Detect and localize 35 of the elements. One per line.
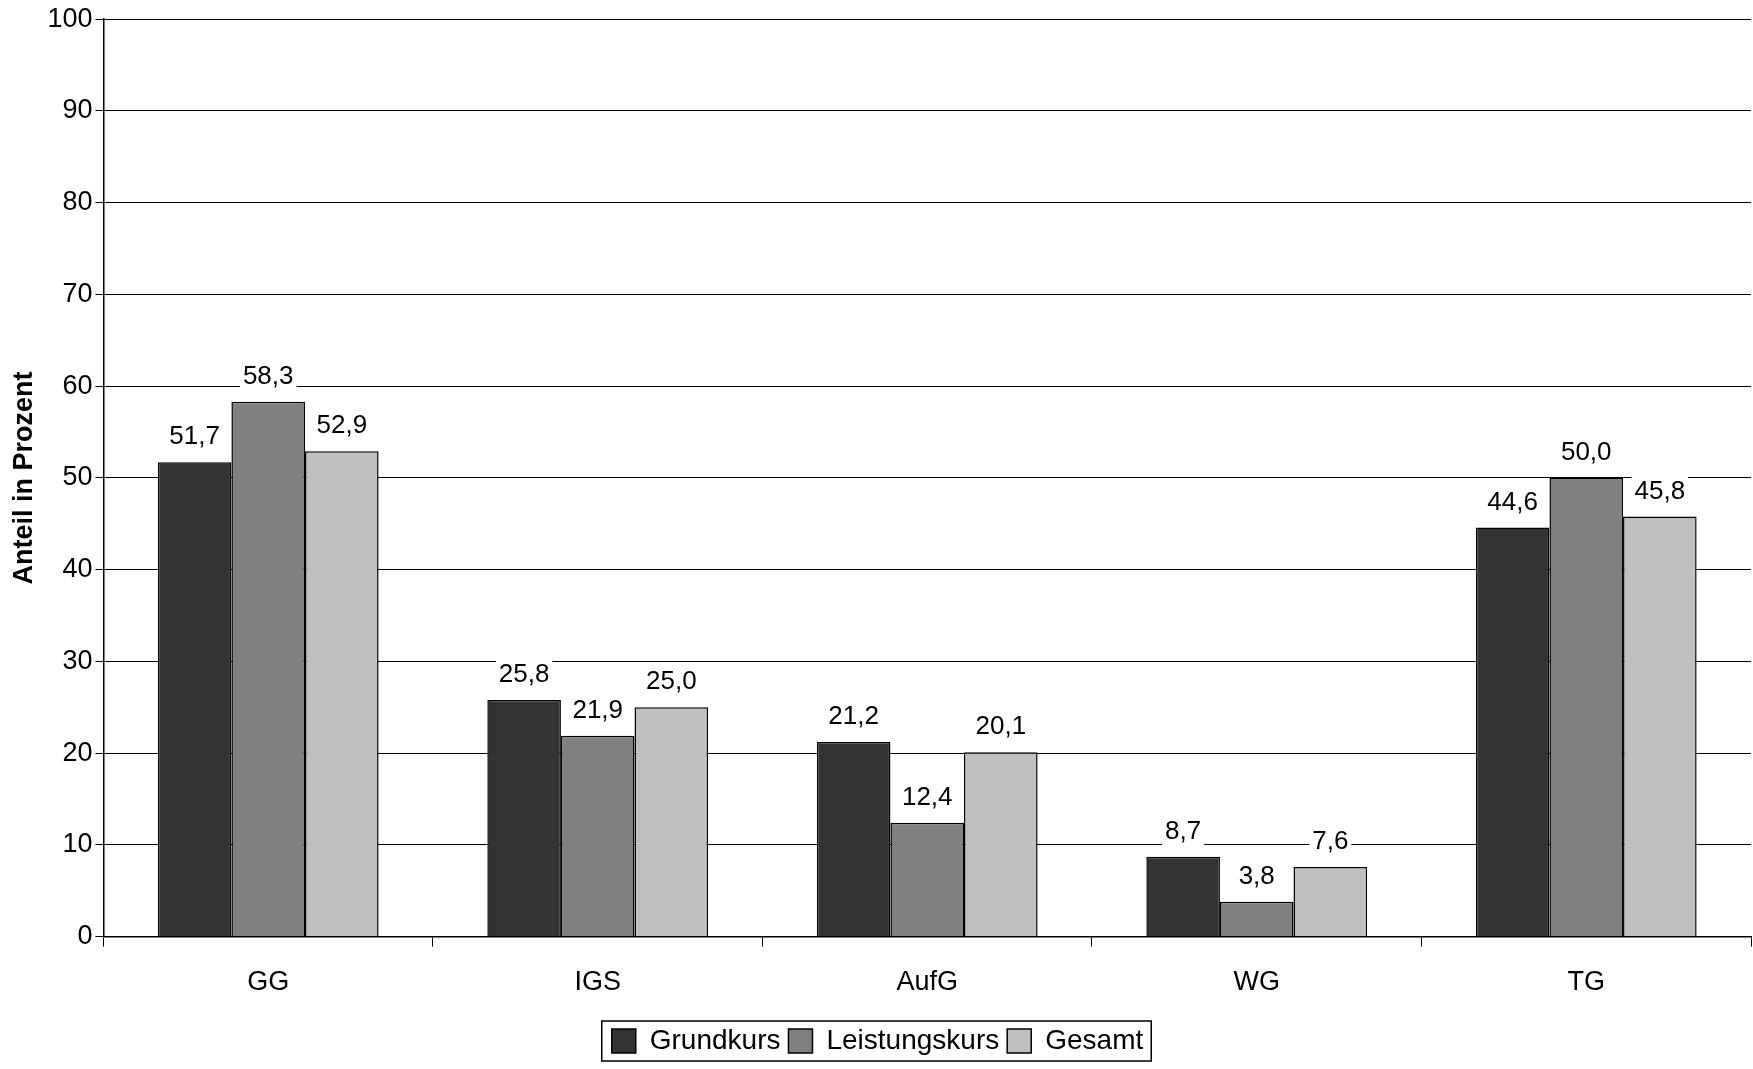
y-tick-label: 50 xyxy=(62,461,93,492)
y-tick-label: 0 xyxy=(77,920,93,951)
data-label: 50,0 xyxy=(1560,436,1612,467)
data-label: 44,6 xyxy=(1487,485,1538,516)
x-tick-label: AufG xyxy=(896,966,958,997)
data-label: 21,9 xyxy=(572,693,624,724)
y-tick-label: 20 xyxy=(62,736,93,767)
data-label: 21,2 xyxy=(828,700,879,731)
data-label: 3,8 xyxy=(1238,859,1275,890)
y-tick-label: 30 xyxy=(62,644,93,675)
y-tick-label: 10 xyxy=(62,828,93,859)
y-tick-label: 100 xyxy=(47,2,93,33)
data-label: 20,1 xyxy=(975,710,1027,741)
data-label: 8,7 xyxy=(1165,814,1202,845)
data-label: 45,8 xyxy=(1634,474,1686,505)
legend-label: Gesamt xyxy=(1045,1023,1144,1055)
y-tick-label: 90 xyxy=(62,94,93,125)
y-tick-label: 80 xyxy=(62,186,93,217)
x-tick-label: IGS xyxy=(574,966,621,997)
data-label: 52,9 xyxy=(316,409,368,440)
data-label: 7,6 xyxy=(1312,825,1349,856)
y-tick-label: 60 xyxy=(62,369,93,400)
data-label: 58,3 xyxy=(242,359,294,390)
y-tick-label: 70 xyxy=(62,277,93,308)
data-label: 51,7 xyxy=(169,420,220,451)
y-tick-label: 40 xyxy=(62,553,93,584)
data-label: 25,0 xyxy=(646,665,697,696)
x-tick-label: GG xyxy=(247,966,290,997)
legend-label: Leistungskurs xyxy=(826,1023,1000,1055)
data-label: 12,4 xyxy=(901,781,953,812)
x-tick-label: WG xyxy=(1233,966,1280,997)
x-tick-label: TG xyxy=(1567,966,1605,997)
y-axis-title: Anteil in Prozent xyxy=(7,371,38,585)
data-label: 25,8 xyxy=(498,658,550,689)
legend-label: Grundkurs xyxy=(649,1023,781,1055)
